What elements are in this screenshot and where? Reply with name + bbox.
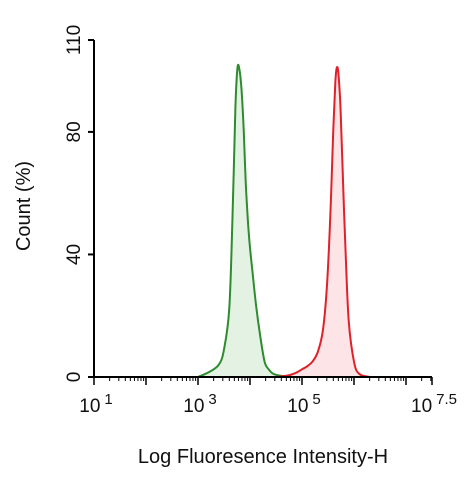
x-tick-label-0: 10 1 [79, 391, 112, 417]
x-tick-label-3: 10 7.5 [411, 391, 457, 417]
series-0-line [197, 63, 313, 378]
axes-layer [88, 39, 433, 385]
series-1-line [275, 65, 370, 378]
x-axis-title: Log Fluoresence Intensity-H [138, 446, 388, 468]
y-axis-title: Count (%) [13, 161, 35, 251]
y-tick-label-1: 40 [64, 244, 85, 265]
series-0-fill [198, 64, 313, 377]
series-1-fill [276, 66, 370, 377]
y-tick-label-2: 80 [64, 121, 85, 142]
series-layer [197, 63, 370, 378]
y-tick-label-0: 0 [64, 372, 85, 383]
x-tick-label-1: 10 3 [183, 391, 216, 417]
x-tick-label-2: 10 5 [287, 391, 320, 417]
y-tick-label-3: 110 [64, 25, 85, 55]
labels-layer: 0 40 80 110 10 1 10 3 10 5 10 7.5 [64, 25, 457, 417]
